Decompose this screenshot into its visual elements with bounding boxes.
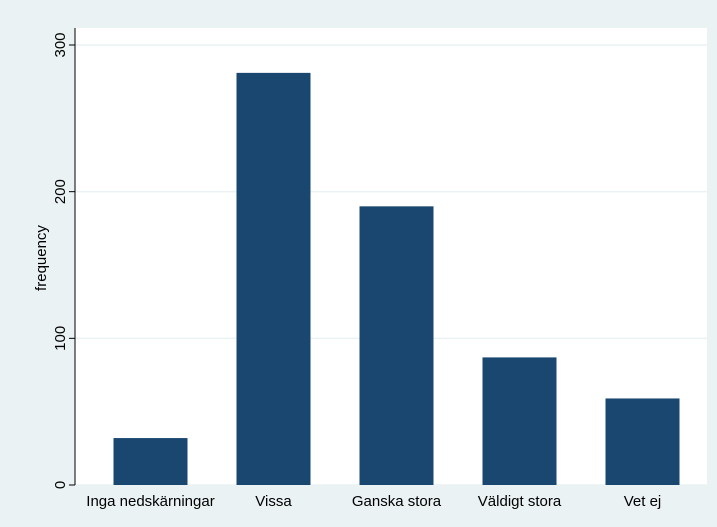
bar — [113, 438, 188, 485]
x-tick-label: Vet ej — [624, 493, 662, 510]
y-tick-label: 300 — [52, 32, 69, 57]
x-tick-label: Vissa — [255, 493, 292, 510]
x-tick-label: Ganska stora — [352, 493, 442, 510]
y-tick-label: 100 — [52, 326, 69, 351]
bar — [605, 398, 680, 485]
y-tick-label: 200 — [52, 179, 69, 204]
x-tick-label: Inga nedskärningar — [86, 493, 214, 510]
bar — [236, 72, 311, 485]
bar — [482, 357, 557, 485]
bar — [359, 206, 434, 486]
y-axis-label: frequency — [33, 225, 50, 291]
x-tick-label: Väldigt stora — [478, 493, 562, 510]
y-tick-label: 0 — [52, 481, 69, 489]
